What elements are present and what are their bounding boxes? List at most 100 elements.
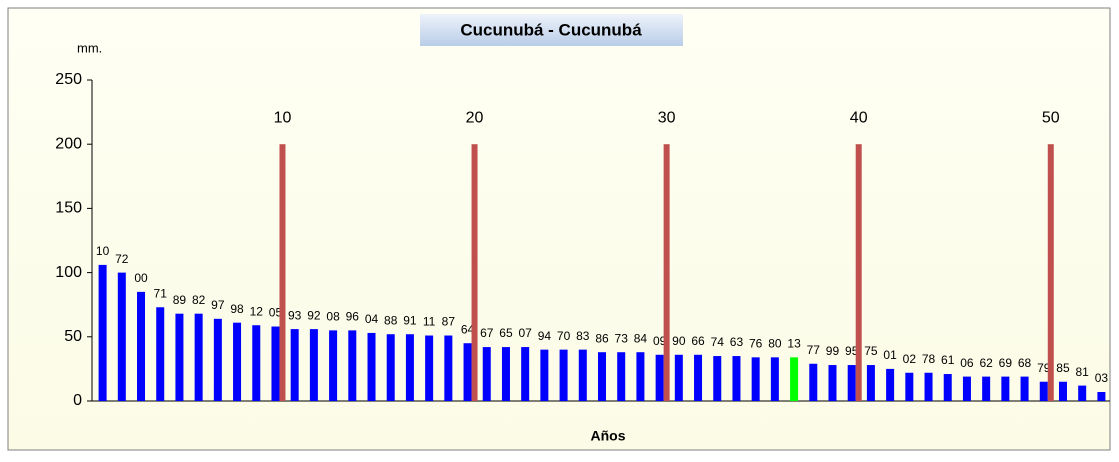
bar	[309, 329, 318, 401]
bar	[694, 354, 703, 401]
bar	[828, 365, 837, 401]
bar	[463, 343, 472, 401]
bar	[1001, 376, 1010, 401]
bar-label: 84	[634, 331, 648, 345]
bar-label: 62	[979, 356, 993, 370]
bar-label: 65	[499, 326, 513, 340]
bar	[943, 374, 952, 401]
bar-label: 85	[1056, 361, 1070, 375]
bar-label: 86	[595, 331, 609, 345]
bar	[1058, 381, 1067, 401]
bar	[501, 347, 510, 401]
bar	[425, 335, 434, 401]
bar	[1078, 385, 1087, 401]
marker-label: 30	[658, 109, 676, 126]
bar-label: 11	[423, 315, 436, 329]
bar-label: 09	[653, 334, 667, 348]
marker-line	[471, 144, 478, 401]
bar-label: 88	[384, 313, 398, 327]
bar-label: 06	[960, 356, 974, 370]
bar	[866, 365, 875, 401]
bar	[405, 334, 414, 401]
marker-line	[279, 144, 286, 401]
marker-label: 40	[850, 109, 868, 126]
bar-label: 73	[615, 331, 629, 345]
marker-label: 50	[1042, 109, 1060, 126]
marker-line	[663, 144, 670, 401]
bar	[559, 349, 568, 401]
bar-label: 61	[941, 353, 955, 367]
bar-label: 99	[826, 344, 840, 358]
bar	[636, 352, 645, 401]
bar	[790, 357, 799, 401]
bar-label: 71	[154, 286, 168, 300]
bar	[521, 347, 530, 401]
bar-label: 83	[576, 329, 590, 343]
y-unit: mm.	[77, 40, 102, 55]
y-tick-label: 150	[55, 200, 82, 217]
bar	[233, 322, 242, 401]
bar-label: 81	[1076, 365, 1090, 379]
marker-line	[1047, 144, 1054, 401]
bar-label: 80	[768, 337, 782, 351]
bar	[386, 334, 395, 401]
bar	[117, 272, 126, 401]
bar-label: 64	[461, 322, 475, 336]
bar-label: 76	[749, 337, 763, 351]
bar	[348, 330, 357, 401]
bar-label: 89	[173, 293, 187, 307]
bar	[482, 347, 491, 401]
bar-label: 02	[903, 352, 917, 366]
bar	[674, 354, 683, 401]
bar	[982, 376, 991, 401]
bar-label: 90	[672, 334, 686, 348]
bar-label: 66	[691, 334, 705, 348]
bar-label: 10	[96, 244, 110, 258]
bar-label: 04	[365, 312, 379, 326]
bar-label: 00	[134, 271, 148, 285]
bar	[1039, 381, 1048, 401]
bar-label: 78	[922, 352, 936, 366]
bar	[1020, 376, 1029, 401]
bar	[271, 326, 280, 401]
y-tick-label: 100	[55, 264, 82, 281]
bar	[194, 313, 203, 401]
bar-label: 03	[1095, 371, 1109, 385]
bar-label: 05	[269, 306, 283, 320]
bar	[713, 356, 722, 401]
bar-label: 74	[711, 335, 725, 349]
bar-label: 94	[538, 329, 552, 343]
bar	[329, 330, 338, 401]
chart-title: Cucunubá - Cucunubá	[460, 20, 642, 39]
bar	[98, 264, 107, 401]
bar	[809, 363, 818, 401]
bar-label: 12	[250, 304, 264, 318]
bar-label: 77	[807, 343, 821, 357]
bar	[598, 352, 606, 401]
bar	[962, 376, 971, 401]
bar	[156, 307, 165, 401]
y-tick-label: 0	[73, 392, 82, 409]
bar	[847, 365, 856, 401]
bar-label: 13	[787, 337, 801, 351]
marker-label: 10	[274, 109, 292, 126]
bar	[367, 332, 376, 401]
bar	[655, 354, 664, 401]
bar-label: 67	[480, 326, 494, 340]
marker-line	[855, 144, 862, 401]
bar-label: 96	[346, 310, 360, 324]
bar-label: 82	[192, 293, 206, 307]
bar-label: 75	[864, 344, 878, 358]
bar-label: 93	[288, 308, 302, 322]
bar	[770, 357, 779, 401]
title-box	[420, 14, 683, 46]
bar	[905, 372, 914, 401]
x-axis-label: Años	[591, 428, 626, 444]
bar	[137, 291, 146, 401]
bar-label: 69	[999, 356, 1013, 370]
bar-label: 95	[845, 344, 859, 358]
y-tick-label: 200	[55, 135, 82, 152]
bar	[213, 318, 222, 401]
bar-label: 70	[557, 329, 571, 343]
